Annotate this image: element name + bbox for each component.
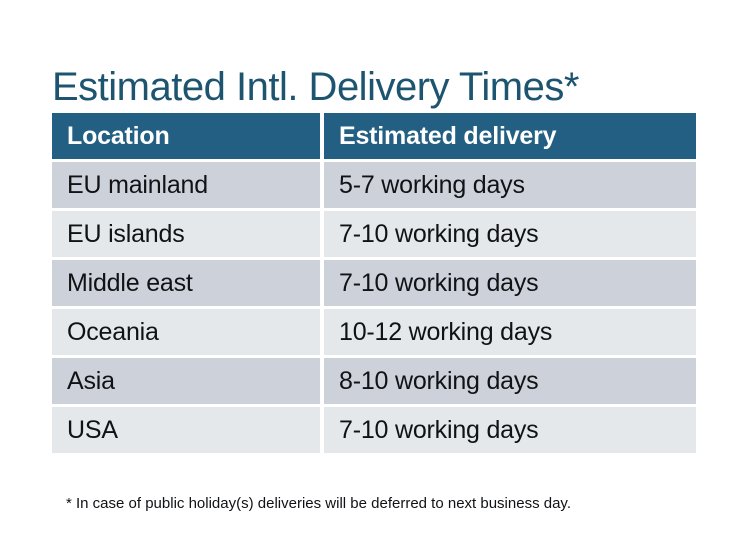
page-title: Estimated Intl. Delivery Times* — [52, 64, 579, 109]
delivery-table-wrapper: Location Estimated delivery EU mainland … — [48, 110, 696, 456]
table-header-row: Location Estimated delivery — [52, 113, 696, 159]
cell-delivery: 5-7 working days — [324, 162, 696, 208]
cell-location: EU islands — [52, 211, 320, 257]
table-row: Oceania 10-12 working days — [52, 309, 696, 355]
footnote-text: * In case of public holiday(s) deliverie… — [66, 495, 571, 512]
column-header-location: Location — [52, 113, 320, 159]
table-header: Location Estimated delivery — [52, 113, 696, 159]
cell-delivery: 7-10 working days — [324, 260, 696, 306]
table-row: USA 7-10 working days — [52, 407, 696, 453]
table-body: EU mainland 5-7 working days EU islands … — [52, 162, 696, 453]
cell-delivery: 7-10 working days — [324, 211, 696, 257]
table-row: Asia 8-10 working days — [52, 358, 696, 404]
table-row: EU islands 7-10 working days — [52, 211, 696, 257]
delivery-times-table: Location Estimated delivery EU mainland … — [48, 110, 700, 456]
cell-location: Oceania — [52, 309, 320, 355]
cell-location: Middle east — [52, 260, 320, 306]
cell-location: EU mainland — [52, 162, 320, 208]
cell-location: Asia — [52, 358, 320, 404]
table-row: Middle east 7-10 working days — [52, 260, 696, 306]
column-header-delivery: Estimated delivery — [324, 113, 696, 159]
cell-delivery: 7-10 working days — [324, 407, 696, 453]
table-row: EU mainland 5-7 working days — [52, 162, 696, 208]
cell-location: USA — [52, 407, 320, 453]
cell-delivery: 10-12 working days — [324, 309, 696, 355]
cell-delivery: 8-10 working days — [324, 358, 696, 404]
